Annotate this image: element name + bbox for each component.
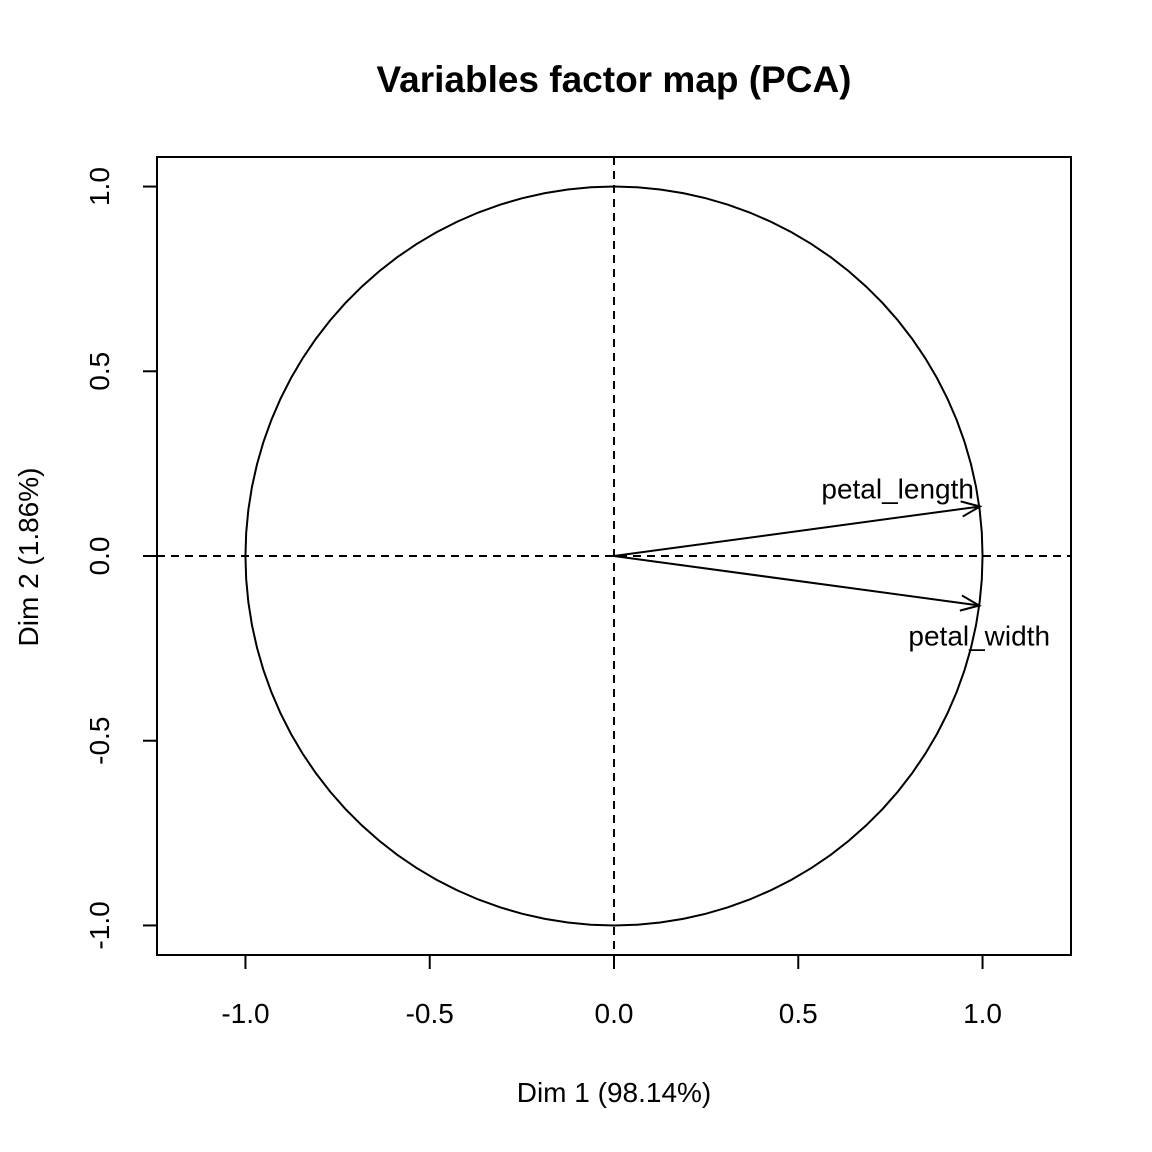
x-tick-label: -1.0 (221, 998, 269, 1029)
arrow-shaft (613, 555, 980, 607)
x-tick-label: 0.5 (779, 998, 818, 1029)
variable-arrow-petal-width (613, 555, 982, 612)
arrow-head (960, 500, 983, 518)
arrow-head (959, 594, 982, 612)
variable-arrows (613, 500, 983, 612)
x-axis-label: Dim 1 (98.14%) (517, 1077, 712, 1108)
y-axis-label: Dim 2 (1.86%) (13, 468, 44, 647)
y-tick-label: 0.5 (84, 352, 115, 391)
variable-label-petal-length: petal_length (821, 473, 974, 504)
correlation-circle (244, 185, 984, 927)
chart-title: Variables factor map (PCA) (377, 59, 852, 100)
y-tick-label: -1.0 (84, 901, 115, 949)
x-tick-label: 1.0 (963, 998, 1002, 1029)
y-tick-label: 0.0 (84, 537, 115, 576)
variable-arrow-petal-length (613, 500, 983, 557)
x-tick-label: 0.0 (595, 998, 634, 1029)
x-axis: -1.0 -0.5 0.0 0.5 1.0 (221, 954, 1002, 1029)
arrow-shaft (613, 505, 981, 557)
variable-label-petal-width: petal_width (908, 621, 1050, 652)
y-tick-label: 1.0 (84, 167, 115, 206)
y-axis: -1.0 -0.5 0.0 0.5 1.0 (84, 167, 158, 950)
variable-labels: petal_length petal_width (821, 473, 1050, 651)
y-tick-label: -0.5 (84, 717, 115, 765)
x-tick-label: -0.5 (406, 998, 454, 1029)
